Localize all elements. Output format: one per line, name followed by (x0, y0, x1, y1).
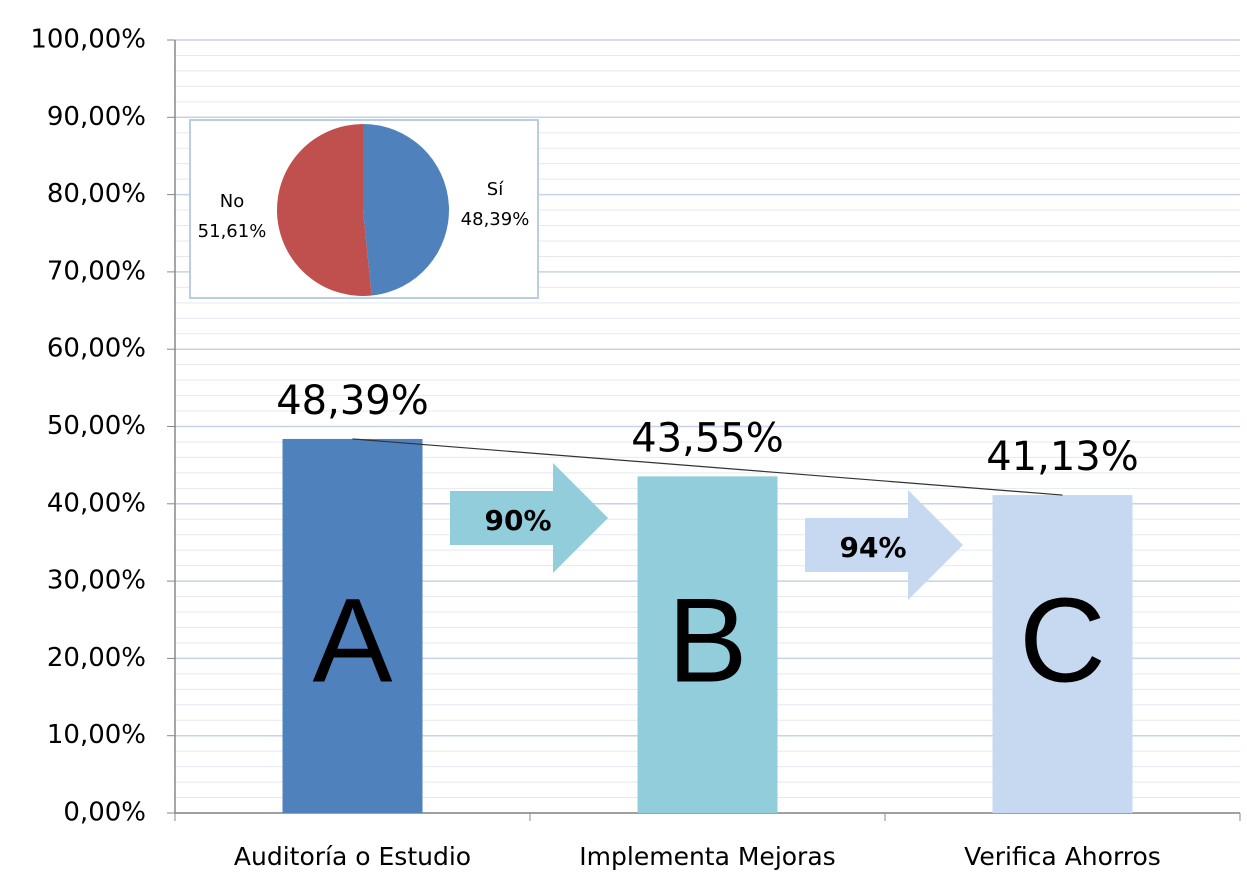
pie-category-label: No (220, 191, 244, 212)
bar (637, 476, 778, 813)
bar-letter: B (667, 574, 747, 708)
y-tick-label: 30,00% (47, 566, 146, 596)
y-tick-label: 90,00% (47, 102, 146, 132)
ratio-label: 90% (484, 504, 551, 537)
bar-letter: A (312, 574, 392, 708)
x-tick-label: Auditoría o Estudio (234, 842, 471, 871)
bar-letter: C (1019, 574, 1106, 708)
trend-line (352, 438, 1063, 496)
y-tick-label: 20,00% (47, 643, 146, 673)
pie-category-label: Sí (487, 179, 504, 200)
y-tick-label: 100,00% (30, 25, 146, 55)
y-tick-label: 60,00% (47, 334, 146, 364)
ratio-arrow (450, 463, 608, 573)
y-tick-label: 50,00% (47, 411, 146, 441)
pie-value-label: 51,61% (198, 221, 267, 242)
bar (992, 495, 1133, 813)
y-tick-label: 0,00% (63, 798, 146, 828)
x-tick-label: Implementa Mejoras (579, 842, 835, 871)
y-tick-label: 10,00% (47, 720, 146, 750)
y-tick-label: 70,00% (47, 256, 146, 286)
value-label: 43,55% (631, 415, 784, 461)
value-label: 48,39% (276, 378, 429, 424)
bar (282, 438, 423, 813)
y-tick-label: 40,00% (47, 488, 146, 518)
pie-slice (363, 124, 449, 296)
ratio-arrow (805, 490, 963, 600)
pie-slice (276, 124, 372, 296)
x-tick-label: Verifica Ahorros (964, 842, 1161, 871)
pie-value-label: 48,39% (461, 209, 530, 230)
value-label: 41,13% (986, 434, 1139, 480)
ratio-label: 94% (839, 531, 906, 564)
y-tick-label: 80,00% (47, 179, 146, 209)
